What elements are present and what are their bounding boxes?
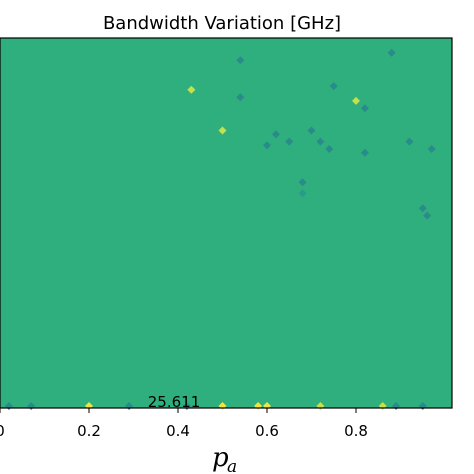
x-axis-label-main: p — [212, 443, 229, 473]
chart-title: Bandwidth Variation [GHz] — [103, 13, 341, 34]
heatmap-patch — [298, 189, 307, 198]
heatmap-patch — [427, 145, 436, 153]
x-tick-label: 0.8 — [344, 422, 368, 440]
heatmap-patch — [352, 96, 360, 105]
heatmap-patch — [285, 137, 294, 146]
plot-frame — [0, 37, 453, 409]
heatmap-patch — [418, 204, 427, 213]
heatmap-patch — [187, 85, 196, 94]
x-axis-ticks: 0 0.2 0.4 0.6 0.8 — [0, 408, 368, 440]
x-axis-label: p a — [212, 443, 237, 474]
heatmap-patch — [405, 137, 414, 146]
heatmap-patch — [236, 93, 245, 102]
x-tick-label: 0 — [0, 422, 5, 440]
contour-annotation: 25.611 — [148, 393, 201, 411]
heatmap-background — [0, 38, 452, 408]
plot-area — [0, 37, 453, 410]
heatmap-patch — [360, 148, 369, 157]
x-tick-label: 0.2 — [77, 422, 101, 440]
heatmap-patch — [387, 48, 396, 57]
heatmap-patch — [271, 130, 280, 139]
x-tick-label: 0.6 — [255, 422, 279, 440]
x-tick-label: 0.4 — [166, 422, 190, 440]
heatmap-patch — [236, 56, 245, 65]
heatmap-patch — [307, 126, 316, 135]
x-axis-label-subscript: a — [227, 457, 237, 474]
heatmap-patch — [325, 145, 334, 153]
heatmap-patch — [329, 82, 338, 91]
heatmap-patch — [298, 178, 307, 187]
heatmap-patch — [316, 137, 325, 146]
heatmap-patch — [218, 126, 227, 135]
heatmap-patch — [423, 211, 432, 220]
heatmap-patch — [263, 141, 271, 150]
heatmap-patch — [360, 104, 369, 113]
